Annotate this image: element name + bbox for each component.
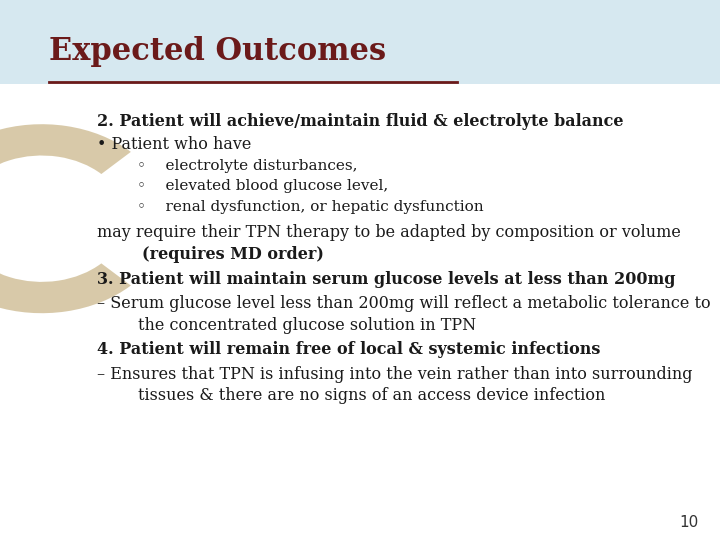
FancyBboxPatch shape <box>0 0 720 84</box>
Text: the concentrated glucose solution in TPN: the concentrated glucose solution in TPN <box>97 317 477 334</box>
Text: Expected Outcomes: Expected Outcomes <box>49 36 386 67</box>
Text: – Ensures that TPN is infusing into the vein rather than into surrounding: – Ensures that TPN is infusing into the … <box>97 366 693 382</box>
Wedge shape <box>0 124 131 313</box>
Text: may require their TPN therapy to be adapted by composition or volume: may require their TPN therapy to be adap… <box>97 224 681 241</box>
Wedge shape <box>13 1 81 52</box>
Text: 10: 10 <box>679 515 698 530</box>
Text: (requires MD order): (requires MD order) <box>97 246 324 262</box>
Text: ◦    electrolyte disturbances,: ◦ electrolyte disturbances, <box>137 159 357 173</box>
Text: 2. Patient will achieve/maintain fluid & electrolyte balance: 2. Patient will achieve/maintain fluid &… <box>97 113 624 130</box>
Text: ◦    elevated blood glucose level,: ◦ elevated blood glucose level, <box>137 179 388 193</box>
Text: tissues & there are no signs of an access device infection: tissues & there are no signs of an acces… <box>97 387 606 404</box>
Text: 4. Patient will remain free of local & systemic infections: 4. Patient will remain free of local & s… <box>97 341 600 358</box>
Text: • Patient who have: • Patient who have <box>97 136 251 153</box>
Text: 3. Patient will maintain serum glucose levels at less than 200mg: 3. Patient will maintain serum glucose l… <box>97 271 675 288</box>
Text: ◦    renal dysfunction, or hepatic dysfunction: ◦ renal dysfunction, or hepatic dysfunct… <box>137 200 483 214</box>
Text: – Serum glucose level less than 200mg will reflect a metabolic tolerance to: – Serum glucose level less than 200mg wi… <box>97 295 711 312</box>
